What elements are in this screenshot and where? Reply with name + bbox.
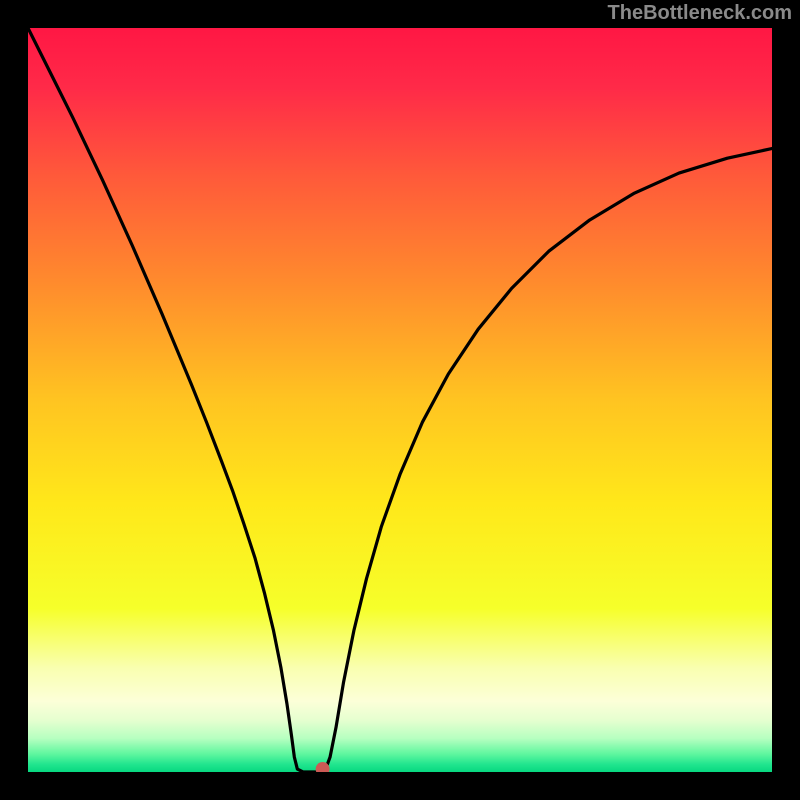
plot-area xyxy=(28,28,772,772)
bottleneck-curve xyxy=(28,28,772,772)
chart-svg xyxy=(28,28,772,772)
watermark-text: TheBottleneck.com xyxy=(608,2,792,25)
chart-stage: { "meta": { "watermark_text": "TheBottle… xyxy=(0,0,800,800)
